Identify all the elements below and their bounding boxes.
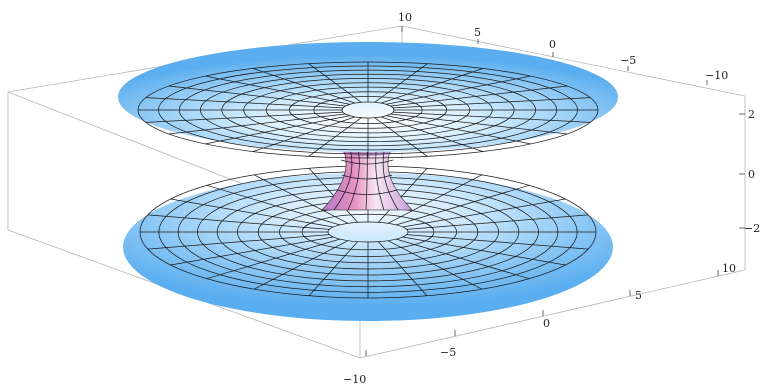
mesh-radial-line	[145, 111, 343, 123]
mesh-radial-line	[252, 68, 356, 104]
mesh-radial-line	[386, 75, 531, 105]
mesh-radial-line	[253, 174, 349, 224]
x-tick-label: 5	[474, 26, 481, 39]
mesh-radial-line	[308, 117, 362, 157]
mesh-radial-line	[170, 198, 334, 228]
mesh-radial-line	[308, 167, 358, 223]
tick-labels: 10 5 0 −5 −10 2 0 −2 10 5 0 −5 −10	[343, 11, 760, 386]
mesh-radial-line	[390, 85, 568, 107]
mesh-radial-line	[393, 97, 591, 109]
x-tick-label: 0	[549, 38, 556, 51]
mesh-radial-line	[396, 184, 530, 226]
mesh-radial-line	[380, 116, 484, 152]
mesh-radial-line	[406, 234, 589, 250]
z-tick-label: 2	[748, 108, 755, 121]
mesh-radial-line	[374, 63, 428, 103]
mesh-radial-line	[168, 85, 346, 107]
mesh-radial-line	[374, 117, 428, 157]
mesh-radial-line	[206, 184, 340, 226]
mesh-radial-line	[147, 234, 330, 250]
x-tick-label: −5	[620, 54, 636, 67]
z-tick-label: −2	[744, 222, 760, 235]
mesh-radial-line	[205, 75, 350, 105]
y-tick-label: 0	[543, 317, 550, 330]
mesh-radial-line	[147, 214, 330, 230]
mesh-radial-line	[378, 241, 428, 297]
upper-sheet	[118, 42, 618, 159]
mesh-radial-line	[387, 174, 483, 224]
mesh-radial-line	[168, 113, 346, 135]
mesh-radial-line	[402, 236, 566, 266]
lower-sheet	[123, 165, 613, 321]
x-tick-label: 10	[398, 11, 412, 24]
y-tick-label: 5	[635, 289, 642, 302]
y-tick-label: −5	[440, 346, 456, 359]
mesh-radial-line	[380, 68, 484, 104]
mesh-radial-line	[206, 238, 340, 280]
mesh-radial-line	[378, 167, 428, 223]
axis-ticks	[365, 26, 745, 356]
mesh-radial-line	[252, 116, 356, 152]
mesh-radial-line	[308, 241, 358, 297]
z-tick-label: 0	[748, 168, 755, 181]
y-tick-label: −10	[343, 373, 366, 386]
mesh-radial-line	[253, 240, 349, 290]
mesh-radial-line	[205, 115, 350, 145]
mesh-radial-line	[145, 97, 343, 109]
mesh-radial-line	[308, 63, 362, 103]
mesh-radial-line	[406, 214, 589, 230]
mesh-radial-line	[387, 240, 483, 290]
mesh-radial-line	[396, 238, 530, 280]
y-tick-label: 10	[722, 262, 736, 275]
mesh-radial-line	[390, 113, 568, 135]
mesh-radial-line	[386, 115, 531, 145]
mesh-radial-line	[393, 111, 591, 123]
mesh-radial-line	[402, 198, 566, 228]
x-tick-label: −10	[705, 69, 728, 82]
mesh-radial-line	[170, 236, 334, 266]
